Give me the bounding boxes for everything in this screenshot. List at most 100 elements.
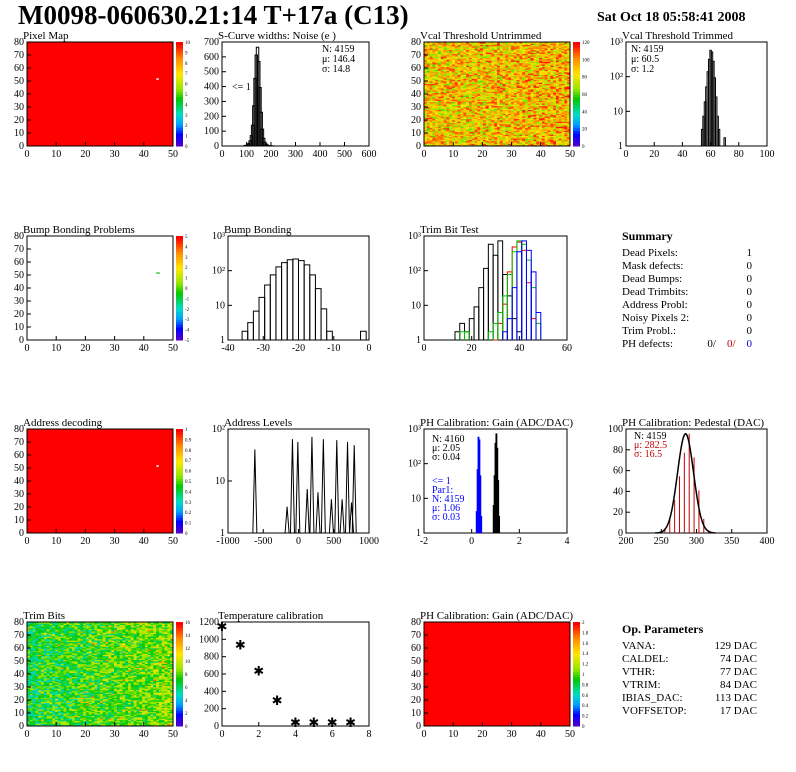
heatmap-cell [558, 65, 562, 68]
heatmap-cell [525, 66, 529, 69]
heatmap-cell [491, 90, 495, 92]
heatmap-cell [513, 143, 518, 146]
heatmap-cell [539, 109, 543, 112]
heatmap-cell [502, 58, 506, 61]
heatmap-cell [474, 66, 478, 69]
heatmap-cell [466, 130, 470, 133]
heatmap-cell [468, 129, 473, 131]
heatmap-cell [550, 62, 554, 65]
heatmap-cell [480, 138, 484, 140]
heatmap-cell [525, 56, 529, 58]
heatmap-cell [443, 130, 447, 133]
heatmap-cell [539, 103, 543, 105]
heatmap-cell [485, 44, 489, 47]
heatmap-cell [541, 92, 546, 95]
heatmap-cell [454, 69, 459, 71]
heatmap-cell [567, 139, 571, 142]
heatmap-cell [516, 79, 520, 82]
heatmap-cell [449, 51, 453, 53]
heatmap-cell [513, 126, 518, 129]
heatmap-cell [432, 99, 436, 101]
heatmap-cell [27, 719, 31, 722]
heatmap-cell [446, 118, 450, 121]
trim-series-black [478, 287, 485, 340]
heatmap-cell [525, 86, 529, 88]
heatmap-cell [443, 87, 447, 90]
heatmap-cell [516, 135, 520, 138]
heatmap-cell [530, 95, 534, 97]
heatmap-cell [502, 107, 506, 109]
heatmap-cell [522, 48, 526, 51]
heatmap-cell [480, 53, 484, 56]
heatmap-cell [550, 140, 554, 143]
heatmap-cell [511, 74, 515, 77]
heatmap-cell [508, 83, 512, 86]
heatmap-cell [536, 71, 540, 74]
heatmap-cell [539, 78, 543, 81]
heatmap-cell [474, 47, 478, 49]
heatmap-cell [513, 121, 518, 123]
heatmap-cell [536, 110, 540, 113]
heatmap-cell [426, 118, 431, 121]
heatmap-cell [435, 48, 439, 51]
heatmap-cell [555, 94, 560, 96]
heatmap-cell [471, 73, 475, 75]
heatmap-cell [511, 44, 515, 47]
heatmap-cell [27, 684, 31, 687]
heatmap-cell [564, 68, 568, 70]
heatmap-cell [533, 139, 537, 142]
heatmap-cell [530, 58, 534, 61]
heatmap-cell [527, 78, 532, 81]
heatmap-cell [443, 138, 447, 140]
heatmap-cell [539, 77, 543, 79]
heatmap-cell [533, 84, 537, 87]
heatmap-cell [516, 133, 520, 135]
heatmap-cell [539, 65, 543, 68]
heatmap-cell [564, 86, 568, 88]
heatmap-cell [454, 49, 459, 52]
heatmap-cell [533, 53, 537, 56]
panel-title: Vcal Threshold Untrimmed [420, 30, 542, 42]
heatmap-cell [525, 94, 529, 96]
heatmap-cell [513, 117, 518, 120]
heatmap-cell [457, 104, 461, 107]
heatmap-cell [527, 110, 532, 113]
heatmap-cell [561, 55, 565, 57]
heatmap-cell [522, 81, 526, 83]
heatmap-cell [544, 104, 548, 107]
heatmap-cell [491, 95, 495, 97]
heatmap-cell [533, 66, 537, 69]
heatmap-cell [533, 122, 537, 125]
heatmap-cell [513, 68, 518, 70]
heatmap-cell [449, 62, 453, 65]
heatmap-cell [511, 88, 515, 91]
heatmap-cell [488, 47, 492, 49]
heatmap-cell [463, 81, 467, 83]
palette-cell [176, 127, 183, 131]
heatmap-cell [466, 129, 470, 131]
heatmap-cell [561, 87, 565, 90]
heatmap-cell [460, 122, 464, 125]
heatmap-cell [544, 78, 548, 81]
heatmap-cell [452, 131, 456, 134]
heatmap-cell [541, 109, 546, 112]
heatmap-cell [550, 64, 554, 66]
heatmap-cell [468, 131, 473, 134]
heatmap-cell [536, 142, 540, 144]
heatmap-cell [558, 109, 562, 112]
heatmap-cell [466, 142, 470, 144]
heatmap-cell [499, 73, 504, 75]
heatmap-cell [443, 94, 447, 96]
heatmap-cell [424, 112, 428, 114]
heatmap-cell [505, 121, 509, 123]
heatmap-cell [544, 122, 548, 125]
heatmap-cell [539, 86, 543, 88]
heatmap-cell [499, 118, 504, 121]
heatmap-cell [477, 70, 481, 73]
heatmap-cell [466, 60, 470, 62]
heatmap-cell [438, 114, 442, 117]
heatmap-cell [527, 134, 532, 136]
heatmap-cell [513, 134, 518, 136]
heatmap-cell [508, 56, 512, 58]
x-tick-label: 30 [110, 149, 120, 160]
